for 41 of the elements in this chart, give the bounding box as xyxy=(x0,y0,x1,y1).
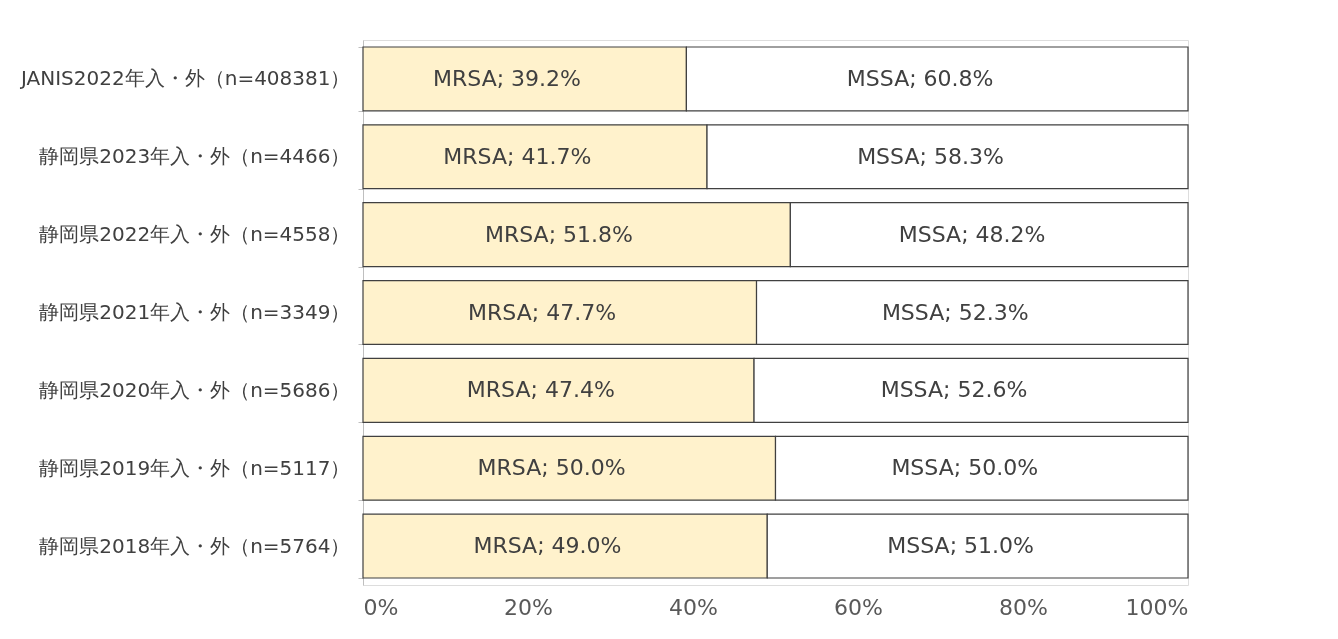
data-label: ; 41.7% xyxy=(507,143,592,169)
data-label: ; 52.3% xyxy=(944,299,1029,325)
text: MSSA xyxy=(846,65,910,91)
x-tick-label: 40% xyxy=(669,594,718,620)
text: MRSA xyxy=(484,221,549,247)
series-label: MRSA xyxy=(477,455,542,481)
data-label: ; 58.3% xyxy=(919,143,1004,169)
data-label: ; 47.4% xyxy=(530,377,615,403)
data-label: ; 51.0% xyxy=(949,533,1034,559)
text: MRSA xyxy=(466,377,531,403)
text: MRSA xyxy=(468,299,532,325)
data-label: ; 50.0% xyxy=(541,455,626,481)
y-tick-label: 静岡県2023年入・外（n=4466） xyxy=(39,144,351,169)
x-tick-label: 0% xyxy=(363,594,399,620)
text: MSSA xyxy=(881,299,945,325)
text: MSSA xyxy=(887,533,950,559)
text: MSSA xyxy=(898,221,962,247)
data-label: ; 48.2% xyxy=(961,221,1046,247)
text: MRSA xyxy=(433,65,497,91)
text: MRSA xyxy=(473,533,538,559)
text: MRSA xyxy=(443,143,508,169)
data-label: ; 47.7% xyxy=(531,299,617,325)
text: MSSA xyxy=(880,377,944,403)
y-tick-label: 静岡県2020年入・外（n=5686） xyxy=(39,377,351,402)
data-label: ; 39.2% xyxy=(496,65,581,91)
data-label: ; 50.0% xyxy=(953,455,1039,481)
y-tick-label: 静岡県2018年入・外（n=5764） xyxy=(39,533,351,558)
y-tick-label: 静岡県2022年入・外（n=4558） xyxy=(39,222,351,247)
data-label: ; 52.6% xyxy=(943,377,1028,403)
series-label: MSSA xyxy=(891,455,954,481)
y-tick-label: JANIS2022年入・外（n=408381） xyxy=(19,66,351,91)
x-tick-label: 100% xyxy=(1125,594,1189,620)
x-tick-label: 60% xyxy=(834,594,883,620)
x-tick-label: 20% xyxy=(504,594,553,620)
data-label: ; 49.0% xyxy=(537,533,622,559)
data-label: ; 51.8% xyxy=(548,221,633,247)
y-tick-label: 静岡県2021年入・外（n=3349） xyxy=(39,300,351,324)
y-tick-label: 静岡県2019年入・外（n=5117） xyxy=(39,455,351,480)
x-tick-label: 80% xyxy=(999,594,1048,620)
text: MSSA xyxy=(857,143,920,169)
data-label: ; 60.8% xyxy=(909,65,994,91)
